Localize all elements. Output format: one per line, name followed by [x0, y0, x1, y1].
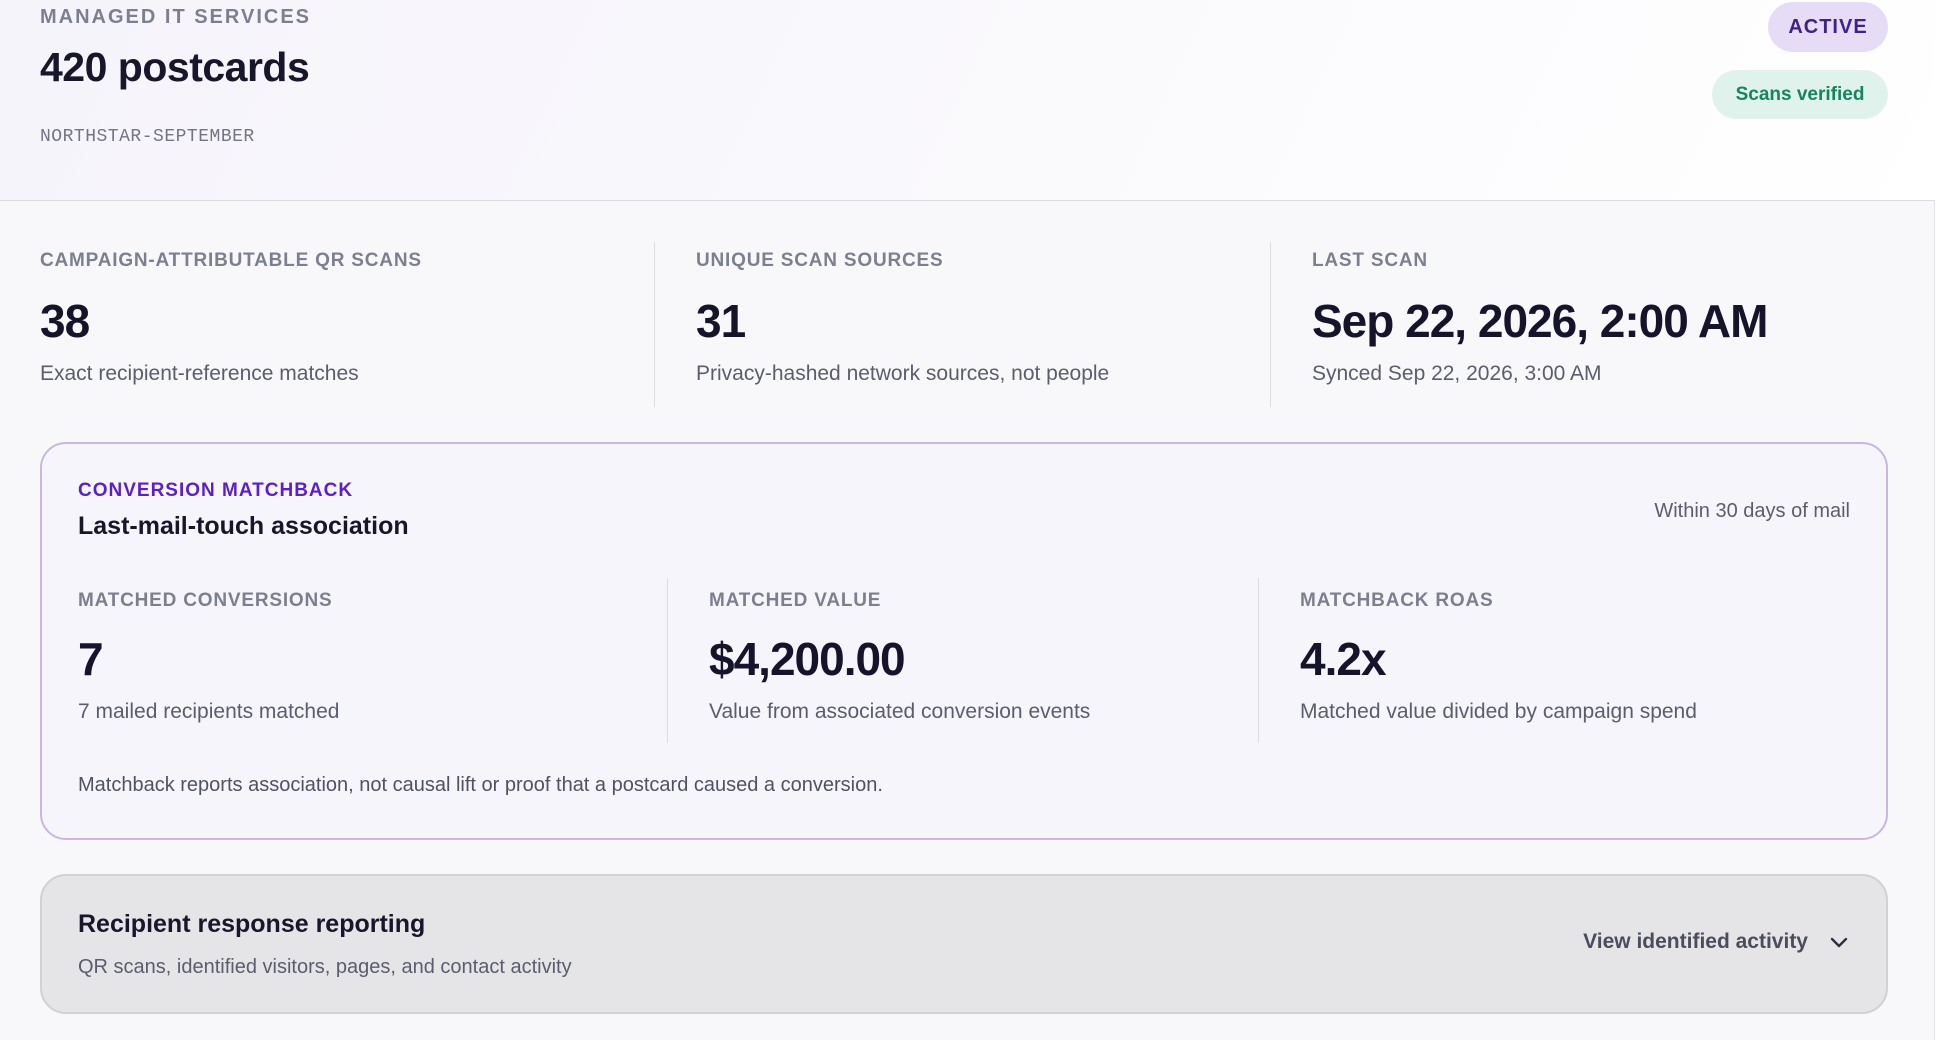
stat-note: Synced Sep 22, 2026, 3:00 AM — [1312, 362, 1602, 385]
stat-label: UNIQUE SCAN SOURCES — [696, 250, 944, 271]
stat-matched-value: MATCHED VALUE $4,200.00 Value from assoc… — [709, 590, 1090, 724]
matchback-disclaimer: Matchback reports association, not causa… — [78, 774, 883, 796]
stat-value: 7 — [78, 633, 104, 685]
view-identified-activity-button[interactable]: View identified activity — [1583, 926, 1850, 958]
stat-value: Sep 22, 2026, 2:00 AM — [1312, 295, 1768, 347]
stat-qr-scans: CAMPAIGN-ATTRIBUTABLE QR SCANS 38 Exact … — [40, 250, 422, 386]
stat-value: 4.2x — [1300, 633, 1387, 685]
stat-note: Matched value divided by campaign spend — [1300, 700, 1697, 723]
stat-label: MATCHED CONVERSIONS — [78, 590, 333, 611]
stat-last-scan: LAST SCAN Sep 22, 2026, 2:00 AM Synced S… — [1312, 250, 1768, 386]
matchback-title: Last-mail-touch association — [78, 512, 409, 540]
conversion-matchback-card: CONVERSION MATCHBACK Last-mail-touch ass… — [40, 442, 1888, 840]
page-title: 420 postcards — [40, 44, 310, 90]
recipient-response-panel[interactable]: Recipient response reporting QR scans, i… — [40, 874, 1888, 1014]
matchback-divider — [667, 578, 668, 743]
toggle-label: View identified activity — [1583, 930, 1808, 953]
matchback-window: Within 30 days of mail — [1654, 500, 1850, 522]
stat-note: Privacy-hashed network sources, not peop… — [696, 362, 1110, 385]
campaign-category: MANAGED IT SERVICES — [40, 6, 311, 28]
stat-note: Value from associated conversion events — [709, 700, 1091, 723]
stat-label: MATCHED VALUE — [709, 590, 882, 611]
stat-matched-conversions: MATCHED CONVERSIONS 7 7 mailed recipient… — [78, 590, 339, 724]
stat-label: LAST SCAN — [1312, 250, 1428, 271]
matchback-eyebrow: CONVERSION MATCHBACK — [78, 480, 354, 501]
report-title: Recipient response reporting — [78, 910, 426, 938]
stat-matchback-roas: MATCHBACK ROAS 4.2x Matched value divide… — [1300, 590, 1697, 724]
status-badge: ACTIVE — [1768, 2, 1888, 52]
stat-divider — [1270, 242, 1271, 407]
stat-value: 38 — [40, 295, 90, 347]
chevron-down-icon — [1828, 931, 1850, 953]
stat-note: 7 mailed recipients matched — [78, 700, 340, 723]
stat-value: 31 — [696, 295, 746, 347]
stat-note: Exact recipient-reference matches — [40, 362, 359, 385]
campaign-header: MANAGED IT SERVICES 420 postcards NORTHS… — [0, 0, 1935, 201]
stat-label: CAMPAIGN-ATTRIBUTABLE QR SCANS — [40, 250, 422, 271]
matchback-divider — [1258, 578, 1259, 743]
stat-divider — [654, 242, 655, 407]
campaign-code: NORTHSTAR-SEPTEMBER — [40, 127, 255, 147]
report-subtitle: QR scans, identified visitors, pages, an… — [78, 956, 572, 978]
stat-value: $4,200.00 — [709, 633, 906, 685]
stat-unique-sources: UNIQUE SCAN SOURCES 31 Privacy-hashed ne… — [696, 250, 1109, 386]
scans-verified-badge: Scans verified — [1712, 70, 1888, 119]
stat-label: MATCHBACK ROAS — [1300, 590, 1494, 611]
